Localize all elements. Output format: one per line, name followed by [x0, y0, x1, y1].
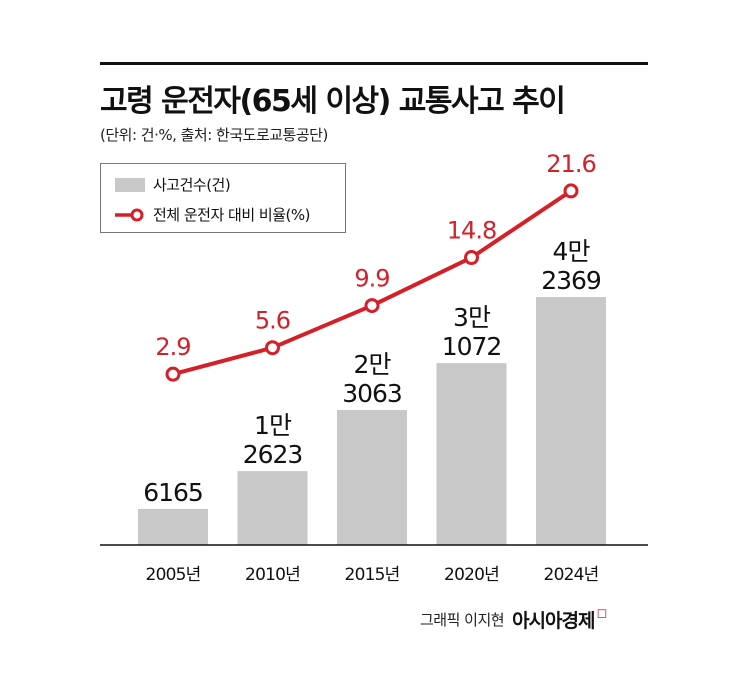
bar-swatch-icon — [115, 177, 145, 192]
ratio-value-label: 21.6 — [546, 150, 595, 178]
bar-2020년 — [436, 363, 507, 545]
legend-label-bars: 사고건수(건) — [153, 176, 231, 194]
bar-value-label: 2623 — [243, 440, 303, 469]
x-tick-label: 2024년 — [544, 565, 599, 585]
bar-2005년 — [138, 508, 208, 545]
legend: 사고건수(건) 전체 운전자 대비 비율(%) — [100, 163, 346, 233]
bar-value-label: 1072 — [442, 332, 502, 361]
ratio-value-label: 9.9 — [354, 265, 389, 293]
ratio-value-label: 14.8 — [447, 217, 496, 245]
ratio-point — [563, 183, 579, 199]
x-tick-label: 2010년 — [245, 565, 300, 585]
chart-title: 고령 운전자(65세 이상) 교통사고 추이 — [100, 84, 566, 119]
bar-value-label: 1만 — [254, 411, 292, 440]
bar-2015년 — [337, 410, 407, 545]
bar-2010년 — [237, 471, 308, 545]
bar-value-label: 6165 — [143, 478, 203, 507]
bar-value-label: 4만 — [553, 237, 591, 266]
brand-logo: 아시아경제 — [512, 610, 595, 632]
legend-item-line: 전체 운전자 대비 비율(%) — [115, 204, 310, 225]
line-marker-icon — [115, 208, 144, 221]
ratio-point — [364, 298, 380, 314]
title-rule — [100, 62, 648, 65]
bar-value-label: 2만 — [354, 350, 392, 379]
x-tick-label: 2005년 — [146, 565, 201, 585]
bar-2024년 — [536, 297, 606, 545]
ratio-point — [265, 340, 280, 356]
chart-subtitle: (단위: 건·%, 출처: 한국도로교통공단) — [100, 126, 328, 144]
bar-value-label: 3만 — [453, 303, 491, 332]
credit: 그래픽 이지현 아시아경제 ◻ — [420, 606, 607, 633]
ratio-point — [165, 366, 181, 382]
credit-text: 그래픽 이지현 — [420, 611, 505, 629]
brand-mark-icon: ◻ — [596, 606, 608, 621]
x-tick-label: 2015년 — [345, 565, 400, 585]
ratio-value-label: 5.6 — [255, 307, 290, 335]
legend-label-line: 전체 운전자 대비 비율(%) — [153, 206, 310, 224]
ratio-value-label: 2.9 — [155, 333, 190, 361]
legend-item-bars: 사고건수(건) — [115, 174, 231, 195]
bar-value-label: 2369 — [541, 266, 601, 295]
bar-value-label: 3063 — [342, 379, 402, 408]
ratio-point — [464, 250, 479, 266]
x-tick-label: 2020년 — [444, 565, 499, 585]
